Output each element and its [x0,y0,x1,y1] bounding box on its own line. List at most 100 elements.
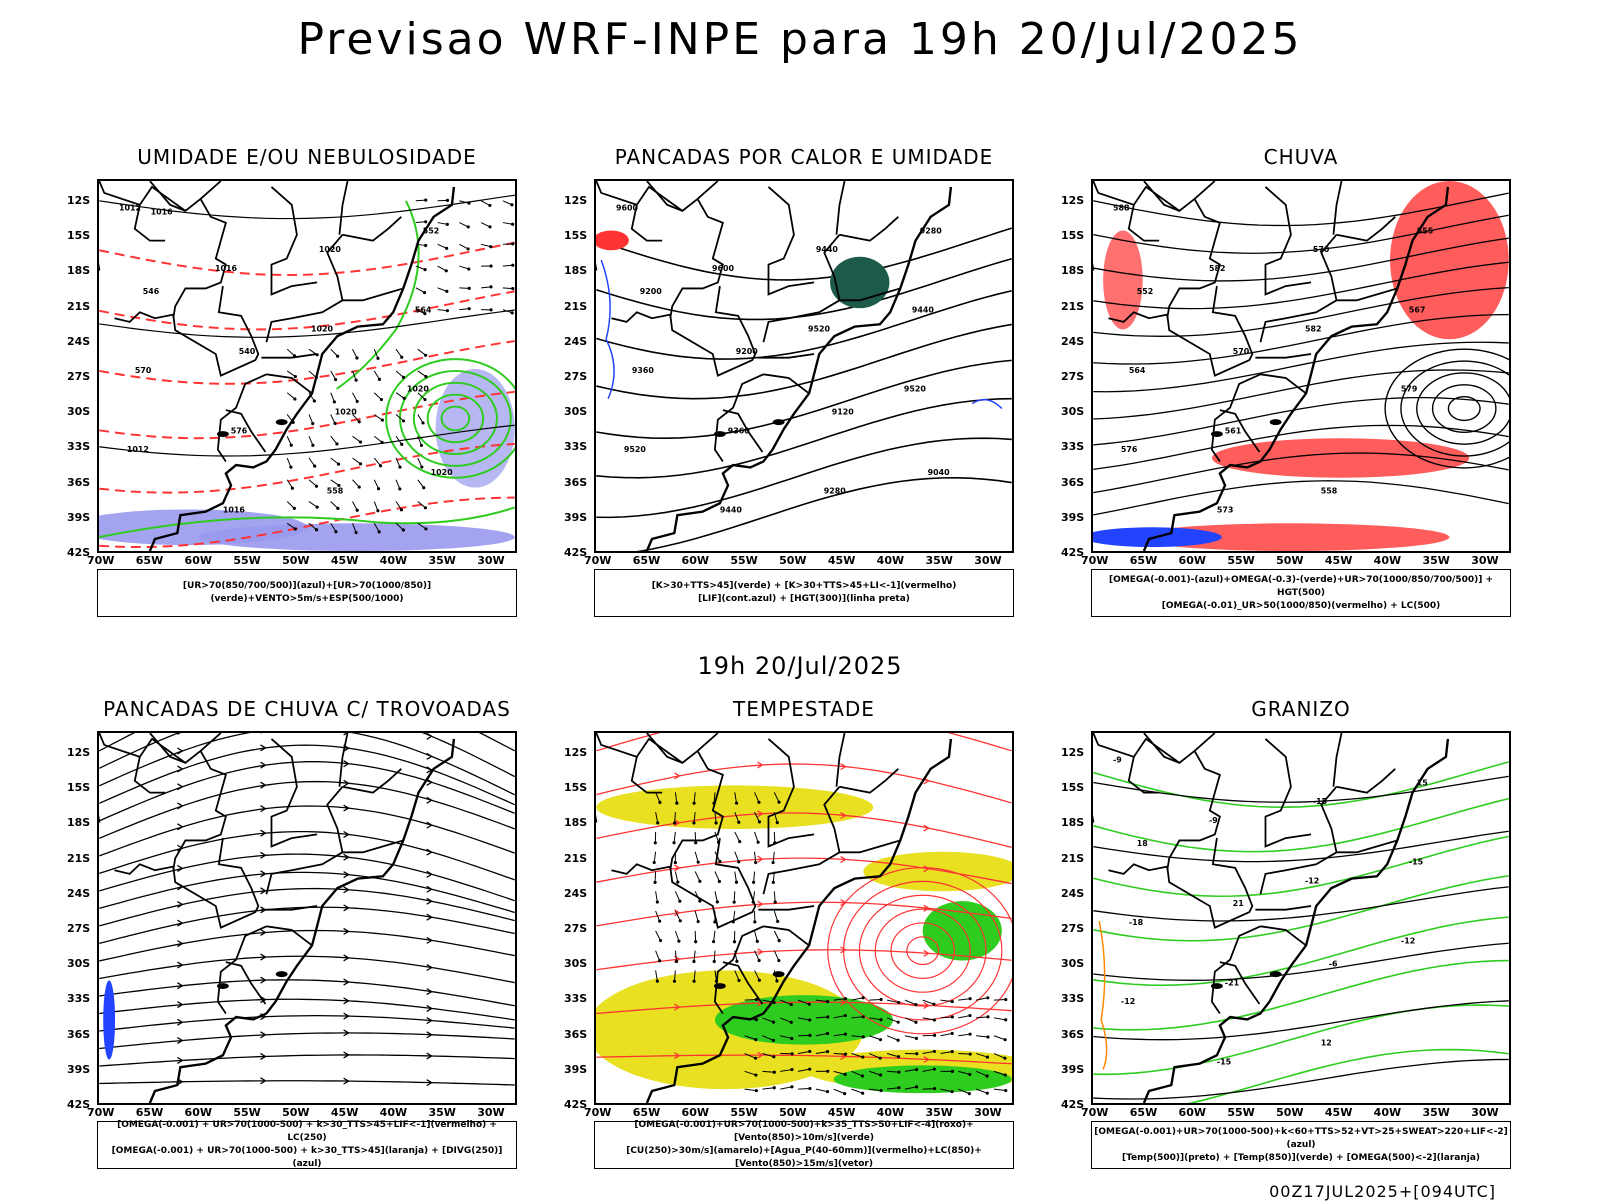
contour-label: 1016 [223,505,246,514]
lon-tick-label: 65W [633,1106,660,1119]
legend-tempestade: [OMEGA(-0.001)+UR>70(1000-500)+k>35_TTS>… [594,1121,1014,1169]
lat-tick-label: 36S [564,1028,587,1041]
lat-tick-label: 33S [1061,992,1084,1005]
lat-tick-label: 12S [67,194,90,207]
lat-tick-label: 27S [564,370,587,383]
contour-label: 9440 [720,505,743,514]
lon-tick-label: 65W [1130,554,1157,567]
lon-tick-label: 65W [136,1106,163,1119]
contour-label: -18 [1129,918,1144,927]
lat-tick-label: 39S [564,511,587,524]
lon-tick-label: 55W [730,1106,757,1119]
legend-line: [CU(250)>30m/s](amarelo)+[Agua_P(40-60mm… [595,1145,1013,1171]
contour-label: 558 [1321,487,1338,496]
lat-tick-label: 30S [67,405,90,418]
map-canvas: 1012101610201020101210161020564570576558… [99,181,515,551]
legend-line: [Temp(500)](preto) + [Temp(850)](verde) … [1092,1152,1510,1165]
lat-tick-label: 21S [67,852,90,865]
contour-label: 588 [1113,204,1130,213]
lat-tick-label: 27S [1061,370,1084,383]
contour-label: 567 [1409,306,1426,315]
lat-tick-label: 33S [1061,440,1084,453]
lat-tick-label: 33S [564,992,587,1005]
contour-label: 9200 [736,347,759,356]
lat-tick-label: 21S [67,300,90,313]
contour-label: 561 [1225,426,1242,435]
lon-tick-label: 45W [828,1106,855,1119]
panel-title-pancadas-por-calor-e-umidade: PANCADAS POR CALOR E UMIDADE [594,145,1014,169]
lat-tick-label: 39S [67,511,90,524]
lat-tick-label: 12S [1061,194,1084,207]
lon-tick-label: 45W [331,554,358,567]
contour-label: 576 [231,426,248,435]
legend-line: [OMEGA(-0.001)+UR>70(1000-500)+k>35_TTS>… [595,1119,1013,1145]
lon-tick-label: 30W [477,1106,504,1119]
lat-tick-label: 21S [1061,300,1084,313]
lon-tick-label: 45W [1325,554,1352,567]
lat-tick-label: 24S [67,887,90,900]
contour-label: 9520 [624,445,647,454]
lon-tick-label: 50W [779,1106,806,1119]
contour-label: 1012 [119,204,141,213]
contour-label: -9 [1113,756,1122,765]
contour-label: 9360 [632,366,655,375]
lat-tick-label: 21S [564,300,587,313]
contour-label: 564 [415,306,432,315]
lon-tick-label: 55W [1227,554,1254,567]
contour-label: 1020 [431,468,454,477]
lat-tick-label: 15S [564,229,587,242]
contour-label: 582 [1305,324,1322,333]
lat-tick-label: 12S [564,194,587,207]
contour-label: 570 [1313,245,1330,254]
legend-line: [K>30+TTS>45](verde) + [K>30+TTS>45+LI<-… [595,580,1013,593]
legend-pancadas-por-calor-e-umidade: [K>30+TTS>45](verde) + [K>30+TTS>45+LI<-… [594,569,1014,617]
contour-label: 552 [423,226,440,235]
contour-label: 9360 [728,426,751,435]
contour-label: 555 [1417,226,1434,235]
lon-tick-label: 55W [1227,1106,1254,1119]
map-canvas [99,733,515,1103]
lat-tick-label: 36S [67,1028,90,1041]
legend-line: [LIF](cont.azul) + [HGT(300)](linha pret… [595,593,1013,606]
contour-label: 9280 [824,487,847,496]
contour-label: 1012 [127,445,149,454]
lat-tick-label: 30S [564,957,587,970]
lat-tick-label: 18S [67,816,90,829]
map-canvas: 9600960095209520952094409440944093609360… [596,181,1012,551]
lon-tick-label: 45W [1325,1106,1352,1119]
contour-label: 18 [1137,839,1149,848]
lon-tick-label: 35W [428,1106,455,1119]
lon-tick-label: 40W [877,1106,904,1119]
lat-tick-label: 27S [67,922,90,935]
lon-tick-label: 60W [682,554,709,567]
lon-tick-label: 60W [1179,1106,1206,1119]
lon-tick-label: 70W [1081,554,1108,567]
contour-label: 570 [135,366,152,375]
lat-tick-label: 36S [564,476,587,489]
contour-label: 9600 [712,264,735,273]
lon-tick-label: 40W [380,1106,407,1119]
contour-label: 9040 [928,468,951,477]
lat-tick-label: 21S [1061,852,1084,865]
map-canvas [596,733,1012,1103]
contour-label: 579 [1401,385,1418,394]
panel-title-granizo: GRANIZO [1091,697,1511,721]
contour-label: 1020 [319,245,342,254]
lon-tick-label: 70W [87,554,114,567]
legend-umidade-e-ou-nebulosidade: [UR>70(850/700/500)](azul)+[UR>70(1000/8… [97,569,517,617]
contour-label: 1016 [215,264,238,273]
lon-tick-label: 55W [233,1106,260,1119]
lon-tick-label: 50W [1276,554,1303,567]
lat-tick-label: 33S [67,440,90,453]
contour-label: 576 [1121,445,1138,454]
lat-tick-label: 39S [1061,511,1084,524]
lat-tick-label: 39S [564,1063,587,1076]
lat-tick-label: 36S [67,476,90,489]
lon-tick-label: 50W [282,554,309,567]
lon-tick-label: 30W [477,554,504,567]
lat-tick-label: 15S [564,781,587,794]
lon-tick-label: 65W [1130,1106,1157,1119]
contour-label: 570 [1233,347,1250,356]
contour-label: 573 [1217,505,1234,514]
lat-tick-label: 12S [67,746,90,759]
